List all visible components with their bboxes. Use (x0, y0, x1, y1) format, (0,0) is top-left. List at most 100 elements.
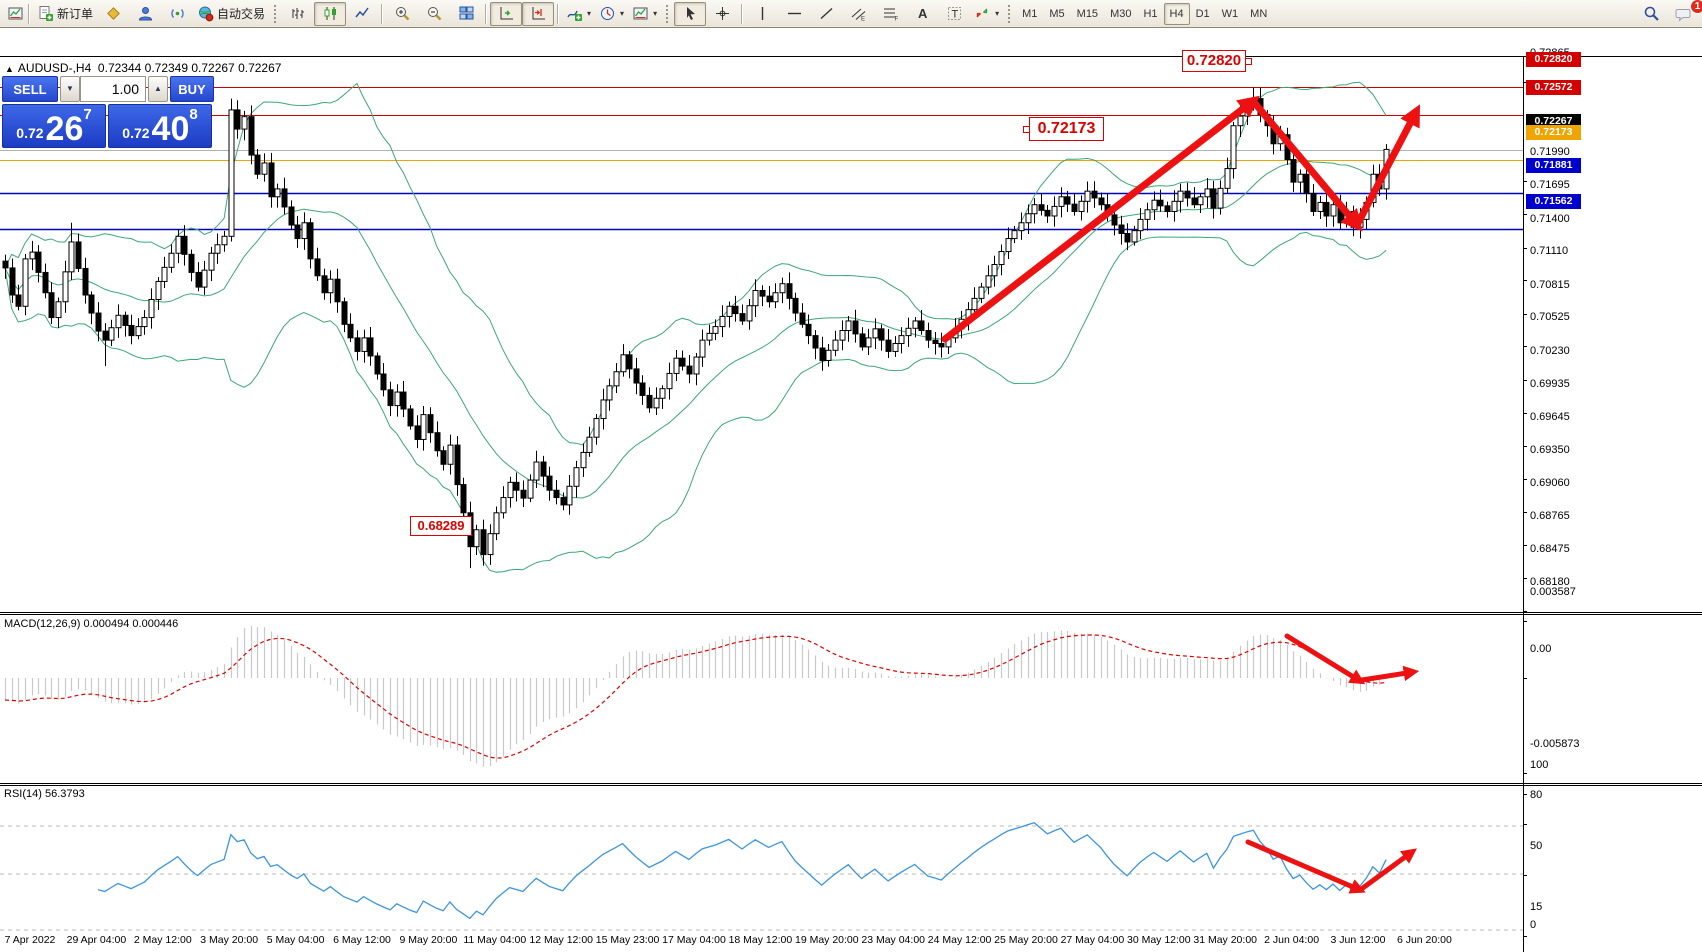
chart-shift-button[interactable] (522, 1, 555, 26)
timeframe-m15[interactable]: M15 (1076, 7, 1099, 20)
chevron-down-icon: ▾ (995, 9, 1000, 18)
auto-scroll-button[interactable] (490, 1, 523, 26)
chart-window: ▲ AUDUSD-,H4 0.72344 0.72349 0.72267 0.72… (0, 28, 1702, 952)
timeframe-m30[interactable]: M30 (1110, 7, 1132, 20)
indicators-button[interactable]: ▾ (562, 2, 595, 26)
volume-input[interactable]: 1.00 (80, 76, 146, 102)
shapes-icon (974, 5, 991, 22)
chevron-down-icon: ▾ (620, 9, 625, 18)
toolbar-button-label: 新订单 (57, 7, 94, 21)
price-lines[interactable] (0, 86, 1523, 231)
labelT-icon: T (946, 5, 963, 22)
trend-icon (818, 5, 835, 22)
sell-price-box[interactable]: 0.72 26 7 (2, 104, 106, 148)
callout-anchor-handle[interactable] (1245, 58, 1252, 65)
bar-chart-button[interactable] (282, 2, 314, 26)
toolbar-separator (741, 3, 744, 24)
signals-button[interactable] (161, 2, 193, 26)
periods-button[interactable]: ▾ (595, 2, 628, 26)
crosshair-button[interactable] (706, 2, 738, 26)
metaeditor-button[interactable] (97, 2, 129, 26)
timeframe-mn[interactable]: MN (1250, 7, 1268, 20)
doc-plus-icon (37, 5, 54, 22)
buy-button[interactable]: BUY (170, 76, 214, 102)
trendline-button[interactable] (810, 2, 842, 26)
cursor-button[interactable] (674, 1, 707, 26)
price-callout[interactable]: 0.68289 (410, 516, 472, 536)
vline-icon (754, 5, 771, 22)
globe-icon (197, 5, 214, 22)
rsi-arrows[interactable] (1245, 839, 1418, 894)
timeframe-d1[interactable]: D1 (1195, 7, 1210, 20)
chat-button[interactable]: 1 (1667, 0, 1702, 26)
buy-price-box[interactable]: 0.72 40 8 (108, 104, 212, 148)
timeframe-m1[interactable]: M1 (1022, 7, 1038, 20)
search-button[interactable] (1635, 2, 1667, 26)
chart-canvas[interactable] (0, 28, 1702, 952)
clipped-icon[interactable] (3, 2, 25, 26)
panel-toggle-icon[interactable]: ▲ (5, 64, 14, 74)
rsi-indicator (97, 822, 1387, 920)
profile-button[interactable] (129, 2, 161, 26)
search-icon (1643, 5, 1660, 22)
timeframe-w1[interactable]: W1 (1221, 7, 1239, 20)
candlestick-chart-button[interactable] (314, 1, 347, 26)
fibonacci-button[interactable]: F (874, 2, 906, 26)
sell-price-prefix: 0.72 (16, 125, 44, 141)
volume-decrease-button[interactable]: ▼ (60, 76, 80, 102)
candles-icon (322, 5, 339, 22)
fibo-icon: F (882, 5, 899, 22)
zoom-in-button[interactable] (386, 2, 418, 26)
text-button[interactable]: A (906, 2, 938, 26)
shiftend-icon (530, 5, 547, 22)
timeframe-h1[interactable]: H1 (1143, 7, 1158, 20)
arrows-button[interactable]: ▾ (970, 2, 1003, 26)
toolbar-grip[interactable] (1007, 4, 1013, 23)
buy-price-pip: 8 (189, 106, 198, 123)
tile-windows-button[interactable] (450, 2, 482, 26)
autoscroll-icon (498, 5, 515, 22)
notification-badge: 1 (1690, 0, 1702, 14)
buy-price-prefix: 0.72 (122, 125, 150, 141)
callout-anchor-handle[interactable] (1023, 126, 1030, 133)
tile-icon (458, 5, 475, 22)
new-order-button[interactable]: 新订单 (33, 2, 97, 26)
vertical-line-button[interactable] (746, 2, 778, 26)
equidistant-channel-button[interactable]: E (842, 2, 874, 26)
autotrading-button[interactable]: 自动交易 (193, 2, 269, 26)
toolbar-grip[interactable] (665, 4, 671, 23)
channel-icon: E (850, 5, 867, 22)
zoom-out-button[interactable] (418, 2, 450, 26)
signal-icon (169, 5, 186, 22)
linechart-icon (354, 5, 371, 22)
line-chart-button[interactable] (346, 2, 378, 26)
symbol-ohlc-text: AUDUSD-,H4 0.72344 0.72349 0.72267 0.722… (17, 61, 282, 75)
rsi-label: RSI(14) 56.3793 (4, 788, 85, 800)
chevron-down-icon: ▾ (653, 9, 658, 18)
price-callout[interactable]: 0.72820 (1182, 50, 1252, 72)
volume-increase-button[interactable]: ▲ (148, 76, 168, 102)
svg-text:A: A (918, 6, 928, 21)
text-label-button[interactable]: T (938, 2, 970, 26)
price-callout[interactable]: 0.72173 (1023, 117, 1104, 141)
horizontal-line-button[interactable] (778, 2, 810, 26)
bollinger-bands (4, 81, 1387, 573)
indicators-icon (566, 5, 583, 22)
sell-button[interactable]: SELL (2, 76, 58, 102)
chart-header: ▲ AUDUSD-,H4 0.72344 0.72349 0.72267 0.72… (5, 61, 281, 75)
chevron-down-icon: ▾ (587, 9, 592, 18)
templates-button[interactable]: ▾ (628, 2, 661, 26)
person-icon (137, 5, 154, 22)
trend-arrows[interactable] (941, 95, 1421, 343)
svg-text:T: T (951, 9, 958, 21)
timeframe-m5[interactable]: M5 (1049, 7, 1065, 20)
textA-icon: A (914, 5, 931, 22)
timeframe-h4[interactable]: H4 (1163, 2, 1190, 25)
zoomout-icon (426, 5, 443, 22)
toolbar-grip[interactable] (273, 4, 279, 23)
one-click-trading-panel: SELL ▼ 1.00 ▲ BUY 0.72 26 7 0.72 40 8 (2, 76, 214, 148)
bars-icon (290, 5, 307, 22)
crosshair-icon (714, 5, 731, 22)
zoomin-icon (394, 5, 411, 22)
macd-arrows[interactable] (1284, 633, 1420, 685)
